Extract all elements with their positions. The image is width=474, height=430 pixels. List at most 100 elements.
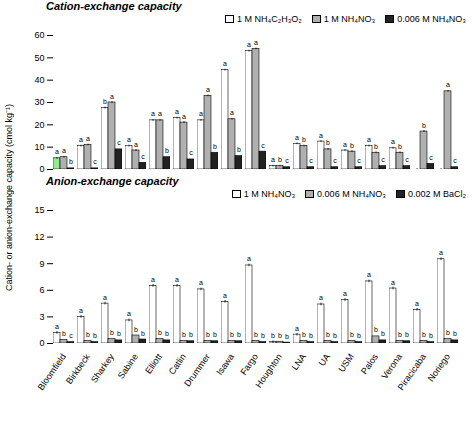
svg-text:b: b: [446, 329, 450, 336]
svg-text:10: 10: [34, 142, 44, 152]
svg-text:b: b: [381, 330, 385, 337]
svg-text:c: c: [381, 156, 385, 163]
svg-text:b: b: [158, 329, 162, 336]
svg-text:Elliott: Elliott: [143, 351, 164, 375]
svg-text:Fargo: Fargo: [238, 352, 260, 377]
svg-text:a: a: [175, 276, 179, 283]
svg-text:b: b: [182, 331, 186, 338]
svg-text:b: b: [103, 98, 107, 105]
svg-text:b: b: [213, 331, 217, 338]
svg-text:b: b: [69, 158, 73, 165]
svg-text:b: b: [350, 331, 354, 338]
svg-text:b: b: [326, 331, 330, 338]
svg-text:a: a: [343, 290, 347, 297]
svg-text:a: a: [247, 255, 251, 262]
svg-text:Sharkey: Sharkey: [89, 351, 116, 384]
svg-text:a: a: [103, 294, 107, 301]
svg-text:a: a: [199, 279, 203, 286]
svg-text:Noriego: Noriego: [426, 352, 452, 384]
svg-text:b: b: [230, 331, 234, 338]
svg-text:b: b: [278, 332, 282, 339]
svg-text:b: b: [117, 330, 121, 337]
svg-text:b: b: [141, 330, 145, 337]
svg-text:a: a: [55, 148, 59, 155]
svg-text:b: b: [165, 147, 169, 154]
svg-text:b: b: [237, 331, 241, 338]
svg-text:b: b: [374, 326, 378, 333]
svg-text:a: a: [230, 109, 234, 116]
svg-text:b: b: [254, 331, 258, 338]
svg-text:b: b: [237, 146, 241, 153]
svg-text:c: c: [261, 142, 265, 149]
svg-text:15: 15: [34, 205, 44, 215]
svg-text:b: b: [453, 330, 457, 337]
svg-text:c: c: [333, 157, 337, 164]
svg-text:a: a: [367, 271, 371, 278]
svg-text:a: a: [55, 323, 59, 330]
svg-text:c: c: [285, 157, 289, 164]
svg-text:0: 0: [39, 164, 44, 174]
svg-text:60: 60: [34, 30, 44, 40]
svg-text:b: b: [302, 136, 306, 143]
svg-text:a: a: [79, 307, 83, 314]
svg-text:b: b: [302, 331, 306, 338]
svg-text:a: a: [247, 41, 251, 48]
svg-text:a: a: [199, 110, 203, 117]
svg-text:b: b: [309, 332, 313, 339]
svg-text:a: a: [134, 141, 138, 148]
svg-text:9: 9: [39, 259, 44, 269]
svg-text:b: b: [165, 330, 169, 337]
svg-text:b: b: [271, 332, 275, 339]
svg-text:a: a: [343, 141, 347, 148]
svg-text:a: a: [151, 276, 155, 283]
svg-text:b: b: [422, 331, 426, 338]
svg-text:50: 50: [34, 53, 44, 63]
svg-text:b: b: [405, 331, 409, 338]
svg-text:b: b: [62, 330, 66, 337]
svg-text:b: b: [429, 332, 433, 339]
svg-text:a: a: [86, 135, 90, 142]
svg-text:a: a: [295, 134, 299, 141]
svg-text:a: a: [127, 310, 131, 317]
svg-text:UA: UA: [317, 352, 332, 368]
svg-text:LNA: LNA: [290, 352, 308, 372]
svg-text:a: a: [367, 136, 371, 143]
svg-text:b: b: [261, 332, 265, 339]
svg-text:a: a: [223, 292, 227, 299]
svg-text:b: b: [333, 332, 337, 339]
svg-text:a: a: [175, 108, 179, 115]
svg-text:12: 12: [34, 232, 44, 242]
svg-text:Verona: Verona: [379, 352, 404, 381]
svg-text:Catlin: Catlin: [167, 352, 188, 377]
svg-text:30: 30: [34, 97, 44, 107]
svg-text:c: c: [357, 157, 361, 164]
svg-text:a: a: [319, 294, 323, 301]
svg-text:c: c: [405, 156, 409, 163]
svg-text:b: b: [189, 331, 193, 338]
svg-text:b: b: [350, 142, 354, 149]
svg-text:Isawa: Isawa: [214, 352, 236, 377]
svg-text:c: c: [141, 153, 145, 160]
svg-text:b: b: [422, 122, 426, 129]
svg-text:b: b: [374, 143, 378, 150]
svg-text:c: c: [93, 158, 97, 165]
svg-text:a: a: [254, 39, 258, 46]
svg-text:a: a: [158, 110, 162, 117]
svg-text:b: b: [110, 329, 114, 336]
svg-text:b: b: [326, 139, 330, 146]
svg-text:a: a: [271, 156, 275, 163]
svg-text:b: b: [285, 333, 289, 340]
svg-text:USM: USM: [336, 352, 356, 374]
svg-text:3: 3: [39, 312, 44, 322]
svg-text:a: a: [295, 325, 299, 332]
svg-text:b: b: [206, 331, 210, 338]
svg-text:c: c: [69, 332, 73, 339]
svg-text:Birkbeck: Birkbeck: [64, 351, 92, 385]
svg-text:a: a: [223, 60, 227, 67]
svg-text:b: b: [213, 143, 217, 150]
svg-text:b: b: [398, 331, 402, 338]
svg-text:c: c: [453, 157, 457, 164]
svg-text:c: c: [429, 154, 433, 161]
svg-text:a: a: [127, 136, 131, 143]
svg-text:a: a: [446, 81, 450, 88]
